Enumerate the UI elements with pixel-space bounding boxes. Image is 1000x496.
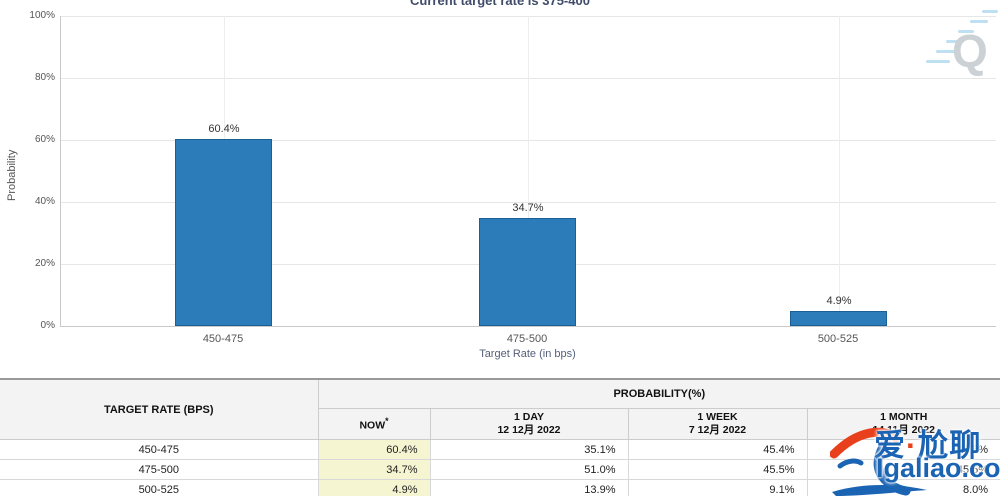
bar-500-525[interactable] xyxy=(790,310,887,326)
col-header-1-day: 1 DAY 12 12月 2022 xyxy=(430,408,629,440)
x-tick-500-525: 500-525 xyxy=(817,333,859,345)
row-label-500-525: 500-525 xyxy=(0,479,319,496)
one-week-date: 7 12月 2022 xyxy=(688,424,747,436)
cell-1-month: 46.5% xyxy=(807,439,1000,460)
y-tick-40: 40% xyxy=(34,196,55,207)
plot-area: 60.4% 34.7% 4.9% xyxy=(60,16,996,327)
cell-1-week: 45.5% xyxy=(628,459,808,480)
one-month-label: 1 MONTH xyxy=(880,410,928,423)
now-label: NOW xyxy=(359,419,386,432)
cell-1-day: 35.1% xyxy=(430,439,629,460)
one-day-date: 12 12月 2022 xyxy=(497,424,561,436)
one-day-label: 1 DAY xyxy=(514,410,544,423)
bar-value-label: 4.9% xyxy=(826,294,852,307)
cell-now: 4.9% xyxy=(318,479,431,496)
q-watermark-stripe xyxy=(958,30,974,33)
col-header-1-month: 1 MONTH 14 11月 2022 xyxy=(807,408,1000,440)
q-watermark-stripe xyxy=(946,40,964,43)
y-tick-20: 20% xyxy=(34,258,55,269)
one-week-label: 1 WEEK xyxy=(697,410,738,423)
group-header-probability: PROBABILITY(%) xyxy=(318,378,1000,409)
vgridline-cat2 xyxy=(528,16,529,326)
table-row: 475-500 34.7% 51.0% 45.5% 45.5% xyxy=(0,459,1000,480)
bar-value-label: 34.7% xyxy=(512,202,544,215)
row-label-450-475: 450-475 xyxy=(0,439,319,460)
now-asterisk: * xyxy=(385,415,389,426)
cell-1-week: 9.1% xyxy=(628,479,808,496)
x-axis-title: Target Rate (in bps) xyxy=(479,348,576,360)
vgridline-cat3 xyxy=(839,16,840,326)
bar-450-475[interactable] xyxy=(175,138,272,326)
q-watermark-stripe xyxy=(982,10,998,13)
cell-now: 34.7% xyxy=(318,459,431,480)
cell-1-week: 45.4% xyxy=(628,439,808,460)
table-row: 450-475 60.4% 35.1% 45.4% 46.5% xyxy=(0,439,1000,460)
x-tick-450-475: 450-475 xyxy=(202,333,244,345)
cell-now: 60.4% xyxy=(318,439,431,460)
cell-1-day: 51.0% xyxy=(430,459,629,480)
y-tick-100: 100% xyxy=(29,10,55,21)
one-month-date: 14 11月 2022 xyxy=(872,424,936,436)
bar-475-500[interactable] xyxy=(479,218,576,326)
cell-1-month: 45.5% xyxy=(807,459,1000,480)
q-watermark-stripe xyxy=(926,60,950,63)
quikstrike-q-watermark: Q xyxy=(952,25,988,77)
col-header-1-week: 1 WEEK 7 12月 2022 xyxy=(628,408,808,440)
y-tick-80: 80% xyxy=(34,72,55,83)
q-watermark-stripe xyxy=(970,20,988,23)
row-label-475-500: 475-500 xyxy=(0,459,319,480)
cell-1-day: 13.9% xyxy=(430,479,629,496)
x-tick-475-500: 475-500 xyxy=(506,333,548,345)
y-axis-title: Probability xyxy=(6,149,18,201)
cell-1-month: 8.0% xyxy=(807,479,1000,496)
probability-table: TARGET RATE (BPS) PROBABILITY(%) NOW* 1 … xyxy=(0,378,1000,496)
bar-value-label: 60.4% xyxy=(208,122,240,135)
col-header-now: NOW* xyxy=(318,408,431,440)
table-row: 500-525 4.9% 13.9% 9.1% 8.0% xyxy=(0,479,1000,496)
col-header-target-rate: TARGET RATE (BPS) xyxy=(0,378,319,440)
q-watermark-stripe xyxy=(936,50,956,53)
table-group-header-row: TARGET RATE (BPS) PROBABILITY(%) xyxy=(0,378,1000,440)
chart-title: Current target rate is 375-400 xyxy=(410,0,590,8)
table-sub-header-row: NOW* 1 DAY 12 12月 2022 1 WEEK 7 12月 2022 1… xyxy=(0,408,1000,440)
y-tick-0: 0% xyxy=(40,320,55,331)
y-tick-60: 60% xyxy=(34,134,55,145)
